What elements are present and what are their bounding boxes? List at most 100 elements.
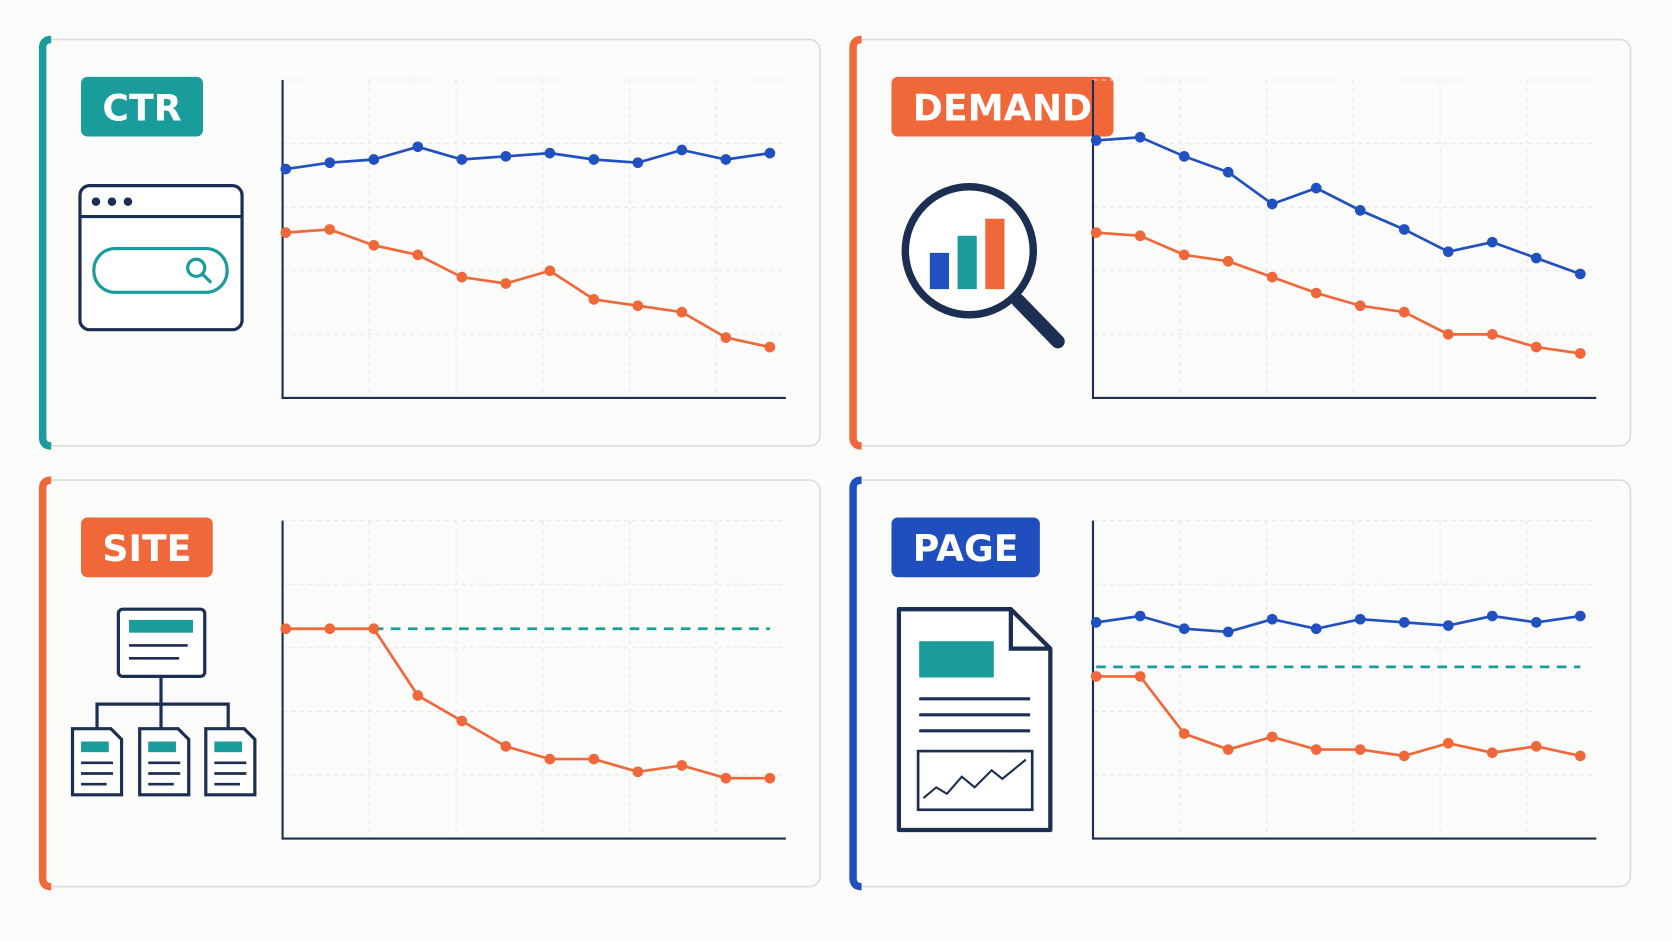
data-point — [1442, 246, 1454, 258]
data-point — [720, 332, 732, 343]
panel-title: PAGE — [913, 527, 1019, 570]
panel-accent — [849, 476, 862, 891]
data-point — [412, 690, 424, 701]
data-point — [1178, 623, 1190, 635]
series-line — [285, 627, 770, 780]
data-point — [456, 271, 468, 283]
data-point — [1090, 671, 1102, 682]
data-point — [1574, 348, 1586, 359]
panel: CTR — [38, 35, 821, 450]
data-point — [1090, 135, 1102, 146]
data-point — [1266, 198, 1278, 210]
data-point — [1134, 230, 1146, 242]
data-point — [1530, 341, 1542, 353]
title-badge — [81, 517, 213, 578]
series-line — [1096, 675, 1581, 758]
data-point — [1574, 750, 1586, 762]
data-point — [500, 150, 512, 162]
series-line — [1096, 231, 1581, 355]
series-line — [1095, 614, 1581, 634]
data-point — [764, 341, 776, 353]
data-point — [368, 154, 380, 165]
title-badge — [81, 76, 204, 137]
panel-title: CTR — [102, 86, 181, 129]
data-point — [456, 154, 468, 165]
data-point — [412, 249, 424, 261]
data-point — [280, 227, 292, 238]
data-point — [676, 760, 688, 771]
data-point — [1178, 150, 1190, 162]
panel-title: SITE — [102, 527, 191, 570]
data-point — [588, 154, 600, 165]
data-point — [1530, 617, 1542, 628]
data-point — [324, 157, 336, 169]
data-point — [676, 144, 688, 156]
data-point — [720, 772, 732, 784]
data-point — [1398, 750, 1410, 762]
panel-title: DEMAND — [913, 86, 1092, 129]
data-point — [1266, 731, 1278, 743]
data-point — [764, 147, 776, 159]
data-point — [500, 278, 512, 289]
data-point — [544, 265, 556, 277]
data-point — [1398, 306, 1410, 318]
document-icon — [896, 607, 1053, 833]
data-point — [1398, 224, 1410, 235]
data-point — [1574, 268, 1586, 280]
data-point — [1266, 271, 1278, 283]
data-point — [1354, 744, 1366, 755]
data-point — [500, 741, 512, 752]
sitemap-icon — [70, 607, 257, 797]
title-badge — [891, 517, 1040, 578]
axis — [1091, 80, 1597, 400]
data-point — [1134, 610, 1146, 622]
data-point — [764, 772, 776, 784]
panel-accent — [38, 476, 52, 891]
data-point — [1310, 287, 1322, 299]
data-point — [1574, 610, 1586, 622]
data-point — [1486, 610, 1498, 622]
data-point — [1442, 620, 1454, 631]
data-point — [368, 240, 380, 251]
data-point — [1222, 166, 1234, 178]
data-point — [1090, 617, 1102, 628]
data-point — [1310, 744, 1322, 755]
series-line — [285, 228, 771, 349]
data-point — [1310, 182, 1322, 194]
data-point — [412, 141, 424, 153]
data-point — [1178, 728, 1190, 739]
data-point — [1090, 227, 1102, 238]
data-point — [324, 623, 336, 635]
title-badge — [891, 76, 1114, 137]
data-point — [456, 715, 468, 727]
data-point — [280, 163, 292, 175]
data-point — [1354, 205, 1366, 216]
panel: DEMAND — [849, 35, 1632, 450]
panel: SITE — [38, 476, 821, 891]
data-point — [1398, 617, 1410, 628]
browser-icon — [78, 184, 244, 332]
data-point — [676, 306, 688, 318]
data-point — [1486, 329, 1498, 340]
data-point — [588, 753, 600, 765]
data-point — [1178, 249, 1190, 261]
data-point — [280, 623, 292, 635]
magnifier-icon — [901, 182, 1065, 349]
series-line — [1096, 135, 1581, 276]
data-point — [1442, 329, 1454, 340]
data-point — [1486, 236, 1498, 248]
data-point — [1266, 613, 1278, 625]
data-point — [1222, 744, 1234, 755]
data-point — [720, 154, 732, 165]
data-point — [588, 294, 600, 305]
series-line — [285, 145, 771, 171]
data-point — [1530, 741, 1542, 752]
data-point — [1134, 131, 1146, 143]
axis — [281, 80, 786, 400]
data-point — [1310, 623, 1322, 635]
panel-accent — [38, 35, 52, 450]
data-point — [1222, 626, 1234, 638]
data-point — [1442, 737, 1454, 749]
data-point — [632, 766, 644, 778]
